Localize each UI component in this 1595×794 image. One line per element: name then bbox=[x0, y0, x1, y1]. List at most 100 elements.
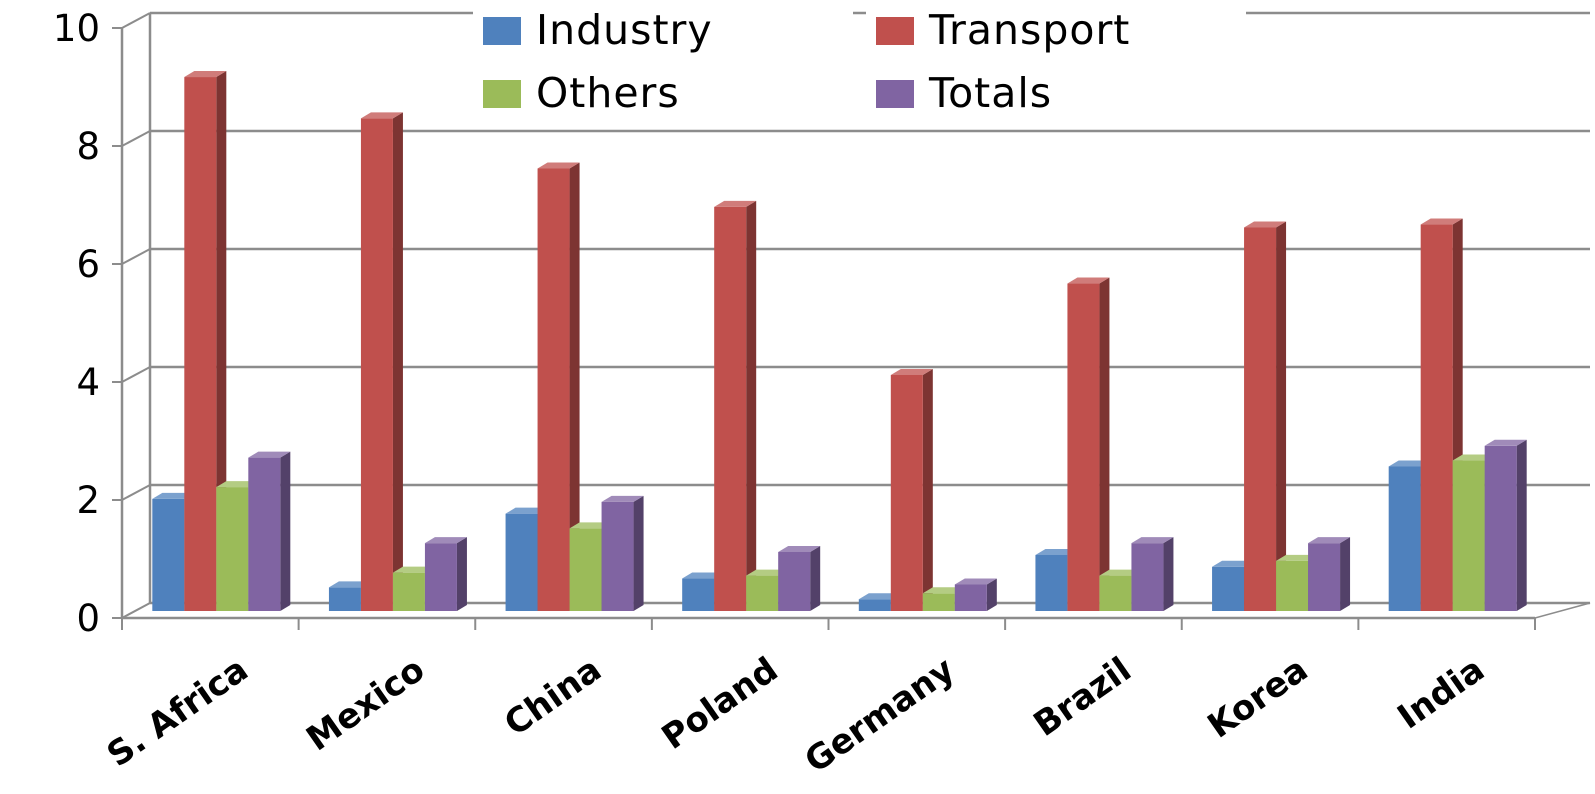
bar-top bbox=[601, 495, 644, 502]
bar-front bbox=[569, 528, 602, 611]
bar-transport-mexico bbox=[360, 112, 403, 611]
bar-top bbox=[152, 492, 195, 499]
bar-transport-poland bbox=[714, 200, 757, 611]
gridline-side bbox=[121, 12, 151, 29]
bar-side bbox=[456, 537, 467, 611]
bar-top bbox=[922, 587, 965, 594]
bar-totals-india bbox=[1484, 439, 1527, 611]
bar-top bbox=[1420, 218, 1463, 225]
bar-top bbox=[682, 572, 725, 579]
x-tick-label: S. Africa bbox=[100, 650, 256, 776]
bar-side bbox=[633, 495, 644, 611]
legend-background bbox=[866, 8, 1246, 63]
bar-front bbox=[1452, 460, 1485, 611]
bar-front bbox=[248, 457, 281, 611]
bar-front bbox=[505, 513, 538, 611]
bar-top bbox=[1276, 554, 1319, 561]
bar-front bbox=[1276, 560, 1309, 611]
bar-front bbox=[184, 77, 217, 612]
bar-front bbox=[1212, 566, 1245, 611]
bar-side bbox=[1276, 221, 1287, 611]
bar-top bbox=[569, 522, 612, 529]
bar-side bbox=[1340, 537, 1351, 611]
bar-front bbox=[216, 487, 249, 611]
legend-label-transport: Transport bbox=[928, 6, 1130, 54]
bar-transport-brazil bbox=[1067, 277, 1110, 611]
bar-transport-s-africa bbox=[184, 71, 227, 612]
bar-totals-china bbox=[601, 495, 644, 611]
bar-top bbox=[954, 578, 997, 585]
legend-background bbox=[473, 71, 853, 126]
legend-swatch-totals bbox=[876, 80, 914, 108]
bar-front bbox=[778, 552, 811, 611]
legend-swatch-industry bbox=[483, 17, 521, 45]
x-tick-label: Mexico bbox=[299, 650, 432, 760]
bar-side bbox=[1099, 277, 1110, 611]
bar-top bbox=[858, 593, 901, 600]
bar-top bbox=[1035, 548, 1078, 555]
bar-front bbox=[1067, 283, 1100, 611]
bar-top bbox=[1212, 560, 1255, 567]
legend-label-totals: Totals bbox=[928, 69, 1052, 117]
x-tick-label: China bbox=[497, 650, 608, 745]
bar-totals-korea bbox=[1308, 537, 1351, 611]
bar-top bbox=[505, 507, 548, 514]
bar-industry-poland bbox=[682, 572, 725, 611]
bar-side bbox=[1163, 537, 1174, 611]
legend: Industry Transport Others Totals bbox=[473, 6, 1246, 126]
legend-background bbox=[866, 71, 1246, 126]
bar-top bbox=[184, 71, 227, 78]
gridlines bbox=[121, 11, 1591, 619]
bar-top bbox=[424, 537, 467, 544]
bar-top bbox=[1244, 221, 1287, 228]
bar-front bbox=[890, 375, 923, 611]
bar-top bbox=[216, 481, 259, 488]
bar-front bbox=[1099, 575, 1132, 611]
bars bbox=[152, 71, 1527, 612]
bar-top bbox=[537, 162, 580, 169]
bar-front bbox=[1420, 224, 1453, 612]
y-axis-ticks: 0 2 4 6 8 10 bbox=[53, 7, 122, 640]
y-tick-label: 6 bbox=[76, 243, 100, 286]
gridline-side bbox=[121, 366, 151, 383]
x-tick-label: India bbox=[1390, 650, 1491, 738]
bar-front bbox=[746, 575, 779, 611]
bar-top bbox=[890, 369, 933, 375]
bar-front bbox=[858, 599, 891, 611]
bar-front bbox=[1035, 554, 1068, 611]
bar-front bbox=[392, 572, 425, 611]
bar-front bbox=[1131, 543, 1164, 611]
bar-transport-germany bbox=[890, 369, 933, 611]
bar-top bbox=[714, 200, 757, 207]
x-axis-ticks: S. Africa Mexico China Poland Germany Brazil K… bbox=[100, 618, 1536, 781]
bar-top bbox=[1131, 537, 1174, 544]
bar-top bbox=[392, 566, 435, 573]
bar-front bbox=[328, 587, 361, 611]
bar-side bbox=[392, 112, 403, 611]
x-tick-label: Brazil bbox=[1027, 650, 1139, 745]
bar-top bbox=[778, 546, 821, 552]
legend-label-others: Others bbox=[536, 69, 680, 117]
bar-totals-s-africa bbox=[248, 451, 291, 611]
bar-totals-germany bbox=[954, 578, 997, 611]
bar-top bbox=[746, 569, 789, 576]
bar-front bbox=[601, 501, 634, 611]
bar-totals-poland bbox=[778, 546, 821, 611]
x-tick-label: Korea bbox=[1201, 650, 1316, 747]
bar-top bbox=[248, 451, 291, 458]
gridline-side bbox=[121, 484, 151, 501]
y-tick-label: 10 bbox=[53, 7, 100, 50]
bar-front bbox=[152, 498, 185, 611]
bar-front bbox=[1244, 227, 1277, 611]
legend-swatch-transport bbox=[876, 17, 914, 45]
bar-side bbox=[216, 71, 227, 612]
bar-transport-korea bbox=[1244, 221, 1287, 611]
y-tick-label: 0 bbox=[76, 597, 100, 640]
bar-front bbox=[537, 168, 570, 611]
bar-top bbox=[1388, 460, 1431, 467]
gridline-side bbox=[121, 248, 151, 265]
bar-front bbox=[360, 118, 393, 611]
bar-totals-mexico bbox=[424, 537, 467, 611]
bar-side bbox=[746, 200, 757, 611]
